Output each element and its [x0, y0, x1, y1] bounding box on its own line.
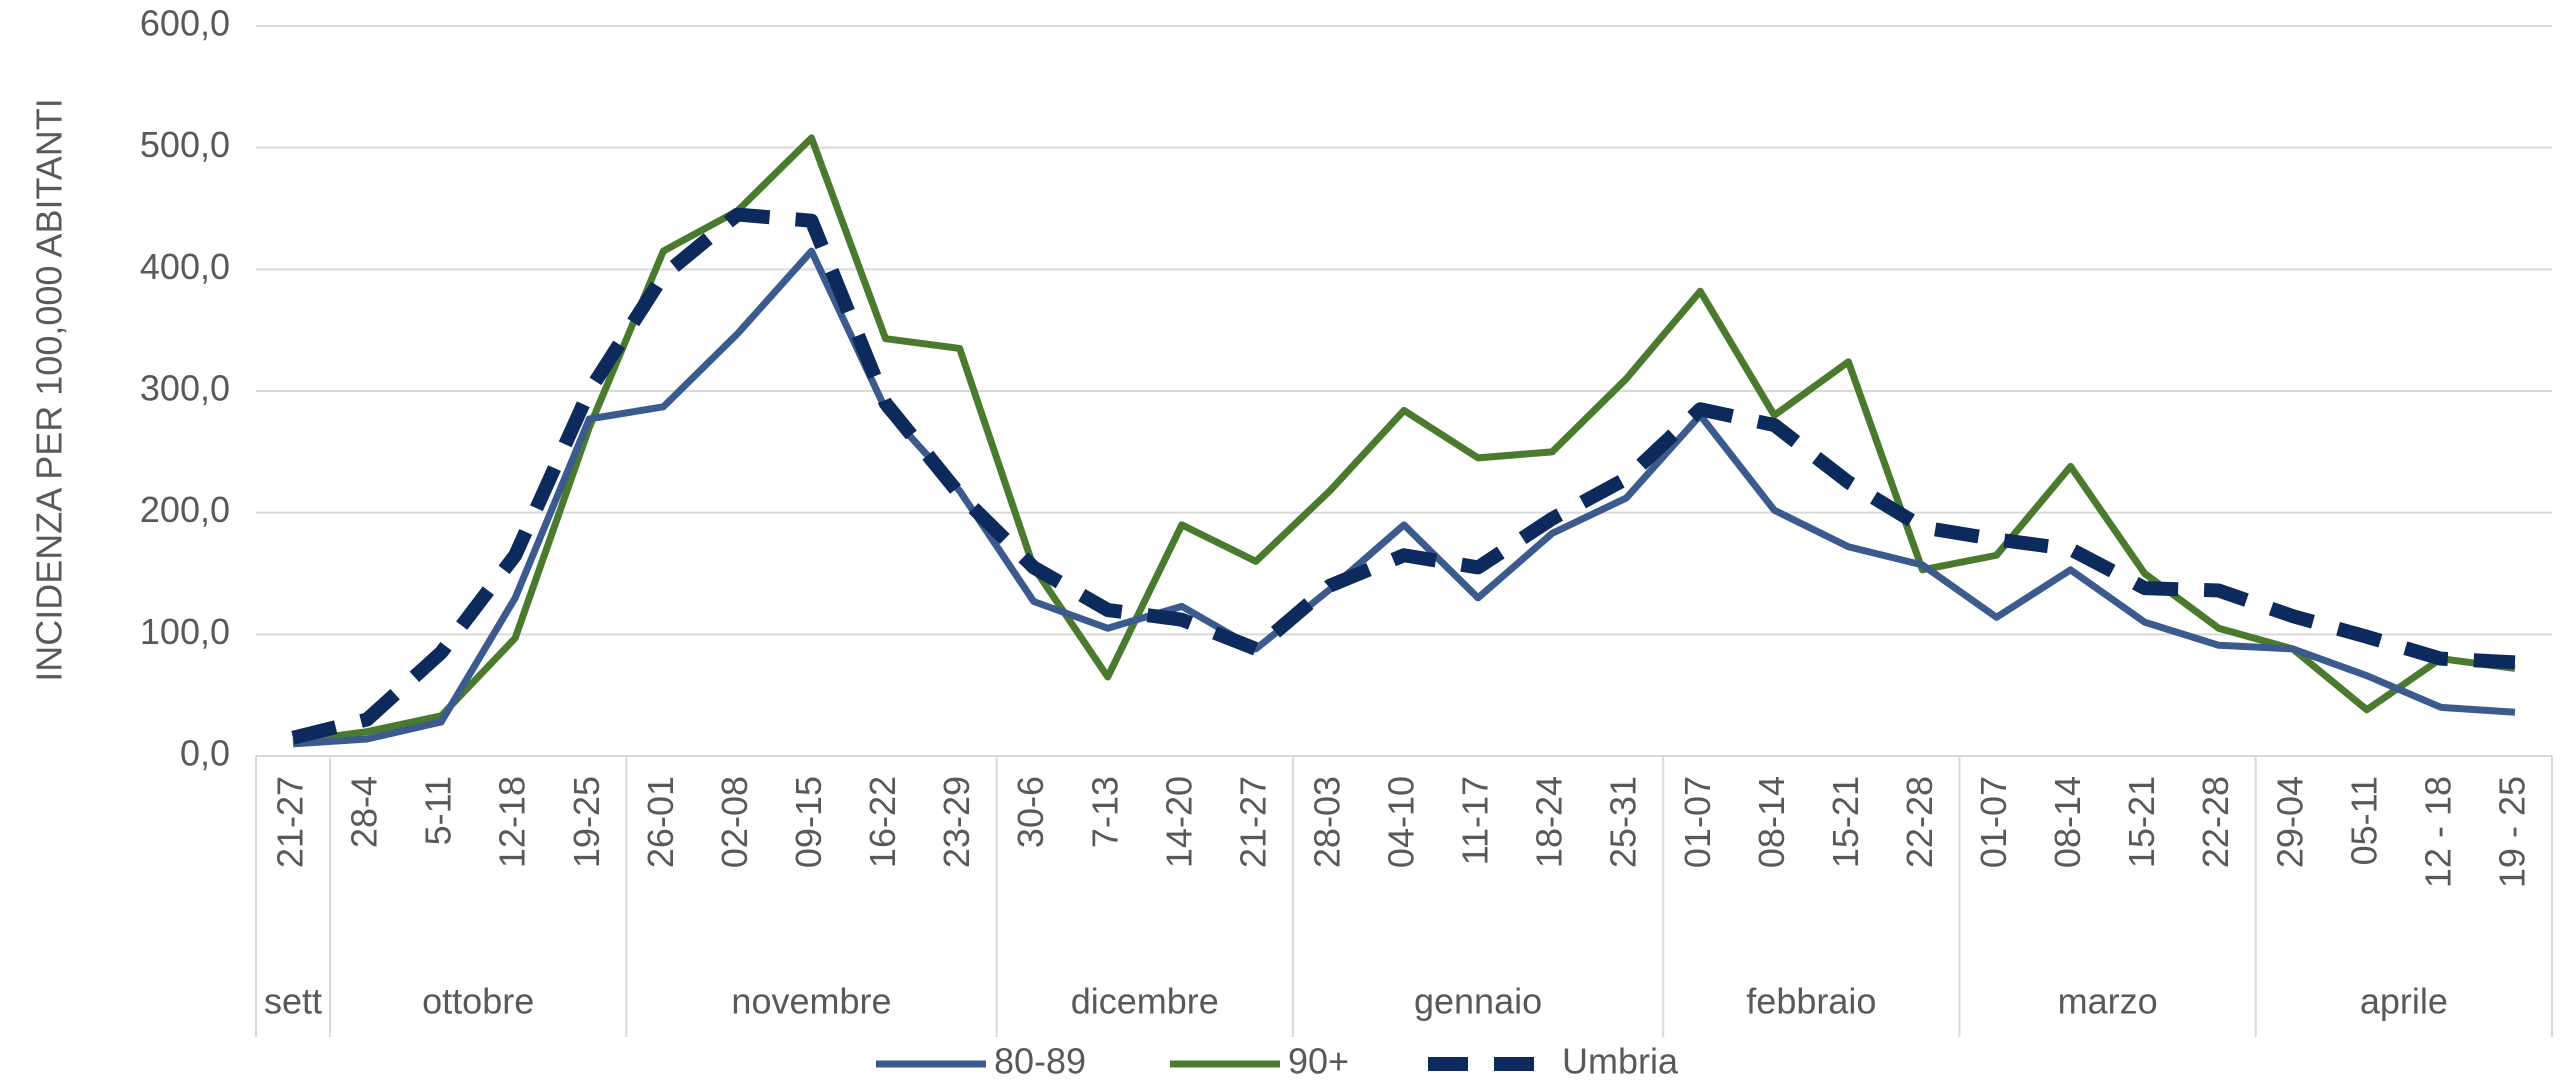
x-tick-label: 08-14: [1751, 776, 1792, 868]
x-tick-label: 5-11: [418, 776, 459, 845]
x-tick-label: 30-6: [1010, 776, 1051, 848]
y-tick-label: 100,0: [140, 611, 230, 652]
x-tick-label: 19 - 25: [2491, 776, 2532, 888]
x-tick-label: 04-10: [1381, 776, 1422, 868]
group-label: marzo: [2058, 981, 2158, 1022]
y-tick-label: 0,0: [180, 733, 230, 774]
x-tick-label: 23-29: [936, 776, 977, 868]
group-label: dicembre: [1071, 981, 1219, 1022]
y-tick-label: 500,0: [140, 124, 230, 165]
x-tick-label: 15-21: [2121, 776, 2162, 868]
y-tick-label: 400,0: [140, 246, 230, 287]
x-tick-label: 05-11: [2343, 776, 2384, 865]
x-tick-label: 21-27: [270, 776, 311, 868]
x-tick-label: 15-21: [1825, 776, 1866, 868]
x-tick-label: 16-22: [862, 776, 903, 868]
group-label: ottobre: [422, 981, 534, 1022]
x-tick-label: 08-14: [2047, 776, 2088, 868]
series-line: [292, 247, 2516, 748]
x-tick-label: 19-25: [566, 776, 607, 868]
x-tick-label: 12 - 18: [2417, 776, 2458, 888]
x-tick-label: 25-31: [1603, 776, 1644, 868]
x-tick-label: 29-04: [2269, 776, 2310, 868]
x-tick-label: 11-17: [1455, 776, 1496, 865]
y-tick-label: 200,0: [140, 489, 230, 530]
x-tick-label: 22-28: [1899, 776, 1940, 868]
legend-label: 80-89: [994, 1041, 1086, 1082]
x-tick-label: 01-07: [1973, 776, 2014, 868]
group-label: gennaio: [1414, 981, 1542, 1022]
x-tick-label: 09-15: [788, 776, 829, 868]
x-tick-label: 7-13: [1084, 776, 1125, 848]
x-tick-label: 21-27: [1232, 776, 1273, 868]
x-tick-label: 12-18: [492, 776, 533, 868]
group-label: aprile: [2360, 981, 2448, 1022]
x-tick-label: 01-07: [1677, 776, 1718, 868]
y-tick-label: 600,0: [140, 3, 230, 44]
x-tick-label: 22-28: [2195, 776, 2236, 868]
group-label: febbraio: [1746, 981, 1876, 1022]
series-line: [291, 207, 2516, 745]
y-tick-label: 300,0: [140, 368, 230, 409]
x-tick-label: 14-20: [1158, 776, 1199, 868]
series-line: [292, 134, 2516, 745]
legend-label: 90+: [1288, 1041, 1349, 1082]
y-axis-label: INCIDENZA PER 100,000 ABITANTI: [29, 98, 70, 682]
group-label: sett: [264, 981, 322, 1022]
x-tick-label: 28-03: [1306, 776, 1347, 868]
x-tick-label: 26-01: [640, 776, 681, 868]
x-tick-label: 02-08: [714, 776, 755, 868]
group-label: novembre: [731, 981, 891, 1022]
x-tick-label: 18-24: [1529, 776, 1570, 868]
legend-label: Umbria: [1562, 1041, 1679, 1082]
x-tick-label: 28-4: [344, 776, 385, 848]
